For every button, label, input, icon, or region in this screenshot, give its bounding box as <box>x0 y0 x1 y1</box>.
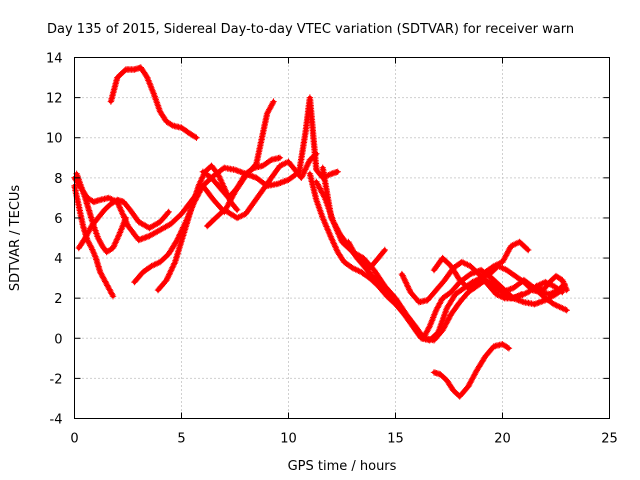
y-tick-label: 4 <box>54 252 62 267</box>
axes: 0 5 10 15 20 25 -4 -2 0 2 4 6 8 10 12 14 <box>46 52 618 447</box>
series-markers <box>107 64 200 141</box>
x-tick-label: 0 <box>70 432 78 447</box>
y-tick-label: -2 <box>50 372 63 387</box>
data-series <box>199 154 284 202</box>
x-tick-label: 20 <box>494 432 511 447</box>
plot-frame <box>74 57 610 419</box>
chart-title: Day 135 of 2015, Sidereal Day-to-day VTE… <box>47 22 574 37</box>
series-markers <box>199 154 284 202</box>
y-tick-label: 10 <box>46 132 63 147</box>
series-markers <box>533 272 570 294</box>
x-axis-label: GPS time / hours <box>288 459 397 474</box>
series-markers <box>488 276 570 314</box>
data-series <box>345 238 388 272</box>
series-markers <box>75 196 172 252</box>
data-series <box>488 276 570 314</box>
y-axis-label: SDTVAR / TECUs <box>8 185 23 292</box>
x-tick-label: 5 <box>177 432 185 447</box>
data-series <box>204 150 320 230</box>
y-tick-label: -4 <box>50 413 63 428</box>
data-series <box>533 272 570 294</box>
series-markers <box>430 238 532 292</box>
x-tick-label: 15 <box>387 432 404 447</box>
y-tick-label: 6 <box>54 212 62 227</box>
data-series <box>107 64 200 141</box>
y-tick-label: 2 <box>54 292 62 307</box>
series-markers <box>430 341 513 400</box>
y-tick-label: 8 <box>54 172 62 187</box>
x-tick-label: 25 <box>601 432 618 447</box>
series-markers <box>345 238 388 272</box>
y-tick-label: 12 <box>46 92 63 107</box>
series-markers <box>204 150 320 230</box>
data-series <box>73 170 130 256</box>
data-series <box>430 238 532 292</box>
data-series <box>75 196 172 252</box>
data-series <box>430 341 513 400</box>
plot-area <box>71 64 570 400</box>
x-tick-label: 10 <box>280 432 297 447</box>
y-tick-label: 0 <box>54 332 62 347</box>
y-tick-label: 14 <box>46 52 63 67</box>
